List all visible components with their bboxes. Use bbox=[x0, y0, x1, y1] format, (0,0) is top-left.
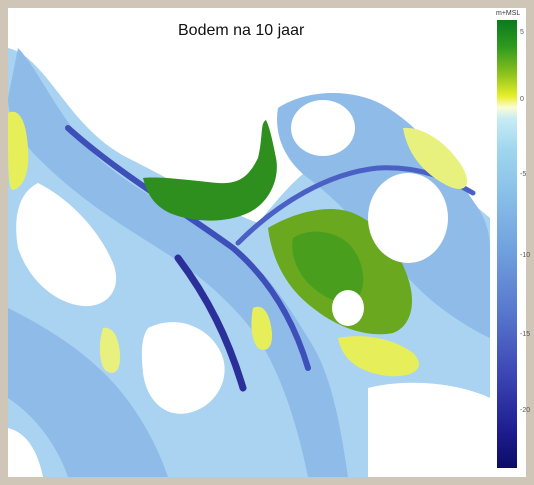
island-east bbox=[368, 173, 448, 263]
colorbar-unit-label: m+MSL bbox=[496, 10, 521, 17]
channel-lower-left bbox=[8, 308, 168, 477]
deep-channel-lower bbox=[174, 254, 247, 392]
marsh-detail bbox=[292, 231, 364, 303]
colorbar-tick-5: 5 bbox=[520, 29, 524, 36]
bathymetry-map bbox=[8, 8, 490, 477]
tidal-flat-e bbox=[251, 306, 273, 350]
colorbar-tick-minus-15: -15 bbox=[520, 331, 531, 338]
island-south-middle bbox=[141, 322, 225, 414]
island-west bbox=[16, 183, 117, 307]
colorbar bbox=[497, 20, 517, 468]
colorbar-tick-minus-10: -10 bbox=[520, 252, 531, 259]
tidal-flat-f bbox=[99, 327, 120, 373]
colorbar-tick-minus-5: -5 bbox=[520, 171, 527, 178]
tidal-flat-b bbox=[403, 127, 468, 189]
land-south-east bbox=[368, 382, 490, 477]
deep-channel-main bbox=[65, 125, 311, 371]
channel-upper-left bbox=[8, 48, 348, 477]
colorbar-tick-minus-20: -20 bbox=[520, 407, 531, 414]
island-north-loop bbox=[291, 100, 355, 156]
tidal-flat-a bbox=[8, 111, 29, 190]
island-small-east bbox=[332, 290, 364, 326]
map-title: Bodem na 10 jaar bbox=[178, 22, 305, 39]
salt-marsh-north bbox=[143, 120, 277, 221]
colorbar-tick-0: 0 bbox=[520, 96, 524, 103]
tidal-flat-c bbox=[338, 336, 419, 377]
land-south-west bbox=[8, 428, 43, 477]
